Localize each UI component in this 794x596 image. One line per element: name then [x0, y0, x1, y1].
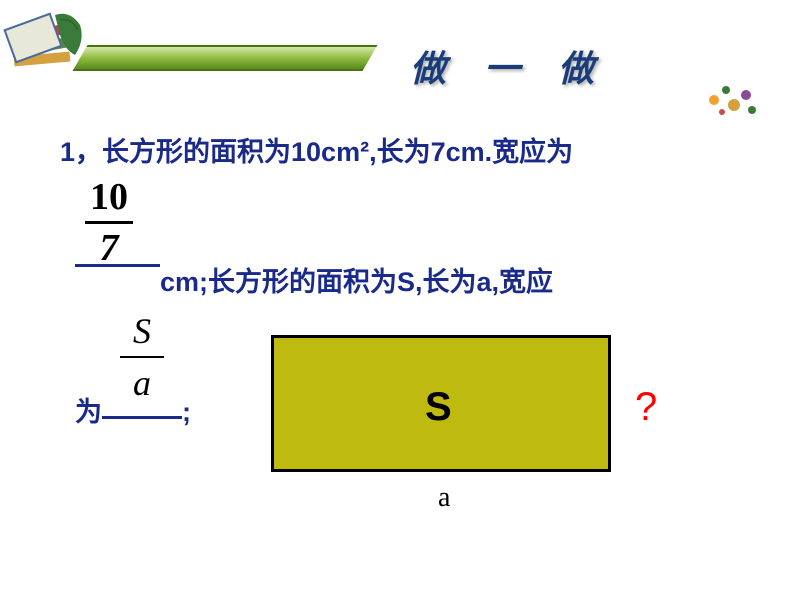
line3-suffix: ;: [182, 397, 191, 427]
fraction-2-bar: [120, 356, 164, 358]
question-mark: ?: [635, 385, 657, 430]
blank-1: [75, 264, 160, 267]
fraction-1-numerator: 10: [85, 175, 133, 219]
fraction-2-numerator: S: [120, 310, 164, 352]
blank-2: [102, 416, 182, 419]
rectangle-width-label: a: [438, 482, 450, 514]
dots-decoration: [704, 80, 764, 120]
problem-line-1: 1，长方形的面积为10cm²,长为7cm.宽应为: [60, 130, 573, 169]
rectangle-area-label: S: [425, 385, 452, 430]
fraction-1-bar: [85, 221, 133, 224]
problem-line-3: 为;: [75, 390, 191, 429]
divider-bar: [72, 45, 377, 71]
line3-prefix: 为: [75, 397, 102, 427]
slide-title: 做 一 做: [410, 40, 608, 92]
problem-line-2: cm;长方形的面积为S,长为a,宽应: [160, 260, 553, 299]
fraction-1: 10 7: [85, 175, 133, 270]
